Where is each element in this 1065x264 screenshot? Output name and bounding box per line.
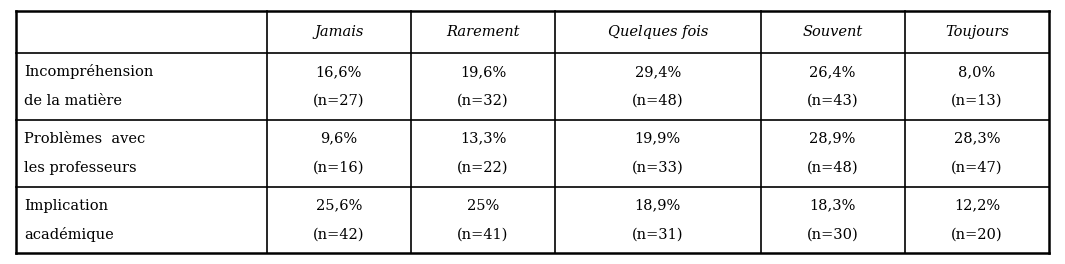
Text: 25,6%: 25,6% <box>315 199 362 213</box>
Text: 9,6%: 9,6% <box>321 132 357 146</box>
Text: 12,2%: 12,2% <box>954 199 1000 213</box>
Text: 25%: 25% <box>466 199 499 213</box>
Text: Rarement: Rarement <box>446 25 520 39</box>
Text: Jamais: Jamais <box>314 25 363 39</box>
Text: (n=30): (n=30) <box>807 228 858 242</box>
Text: Implication: Implication <box>24 199 109 213</box>
Text: 18,9%: 18,9% <box>635 199 681 213</box>
Text: 8,0%: 8,0% <box>958 65 996 79</box>
Text: 13,3%: 13,3% <box>460 132 506 146</box>
Text: 19,6%: 19,6% <box>460 65 506 79</box>
Text: (n=33): (n=33) <box>632 161 684 175</box>
Text: (n=42): (n=42) <box>313 228 364 242</box>
Text: 29,4%: 29,4% <box>635 65 681 79</box>
Text: les professeurs: les professeurs <box>24 161 137 175</box>
Text: Incompréhension: Incompréhension <box>24 64 153 79</box>
Text: (n=16): (n=16) <box>313 161 364 175</box>
Text: 26,4%: 26,4% <box>809 65 856 79</box>
Text: (n=22): (n=22) <box>457 161 509 175</box>
Text: Problèmes  avec: Problèmes avec <box>24 132 146 146</box>
Text: académique: académique <box>24 227 114 242</box>
Text: 28,9%: 28,9% <box>809 132 856 146</box>
Text: Toujours: Toujours <box>945 25 1009 39</box>
Text: (n=48): (n=48) <box>632 94 684 108</box>
Text: (n=32): (n=32) <box>457 94 509 108</box>
Text: (n=13): (n=13) <box>951 94 1002 108</box>
Text: Quelques fois: Quelques fois <box>608 25 708 39</box>
Text: 18,3%: 18,3% <box>809 199 856 213</box>
Text: (n=43): (n=43) <box>807 94 858 108</box>
Text: (n=47): (n=47) <box>951 161 1002 175</box>
Text: de la matière: de la matière <box>24 94 122 108</box>
Text: Souvent: Souvent <box>803 25 863 39</box>
Text: (n=48): (n=48) <box>807 161 858 175</box>
Text: (n=41): (n=41) <box>457 228 509 242</box>
Text: (n=20): (n=20) <box>951 228 1003 242</box>
Text: (n=31): (n=31) <box>632 228 684 242</box>
Text: (n=27): (n=27) <box>313 94 364 108</box>
Text: 28,3%: 28,3% <box>953 132 1000 146</box>
Text: 19,9%: 19,9% <box>635 132 681 146</box>
Text: 16,6%: 16,6% <box>315 65 362 79</box>
